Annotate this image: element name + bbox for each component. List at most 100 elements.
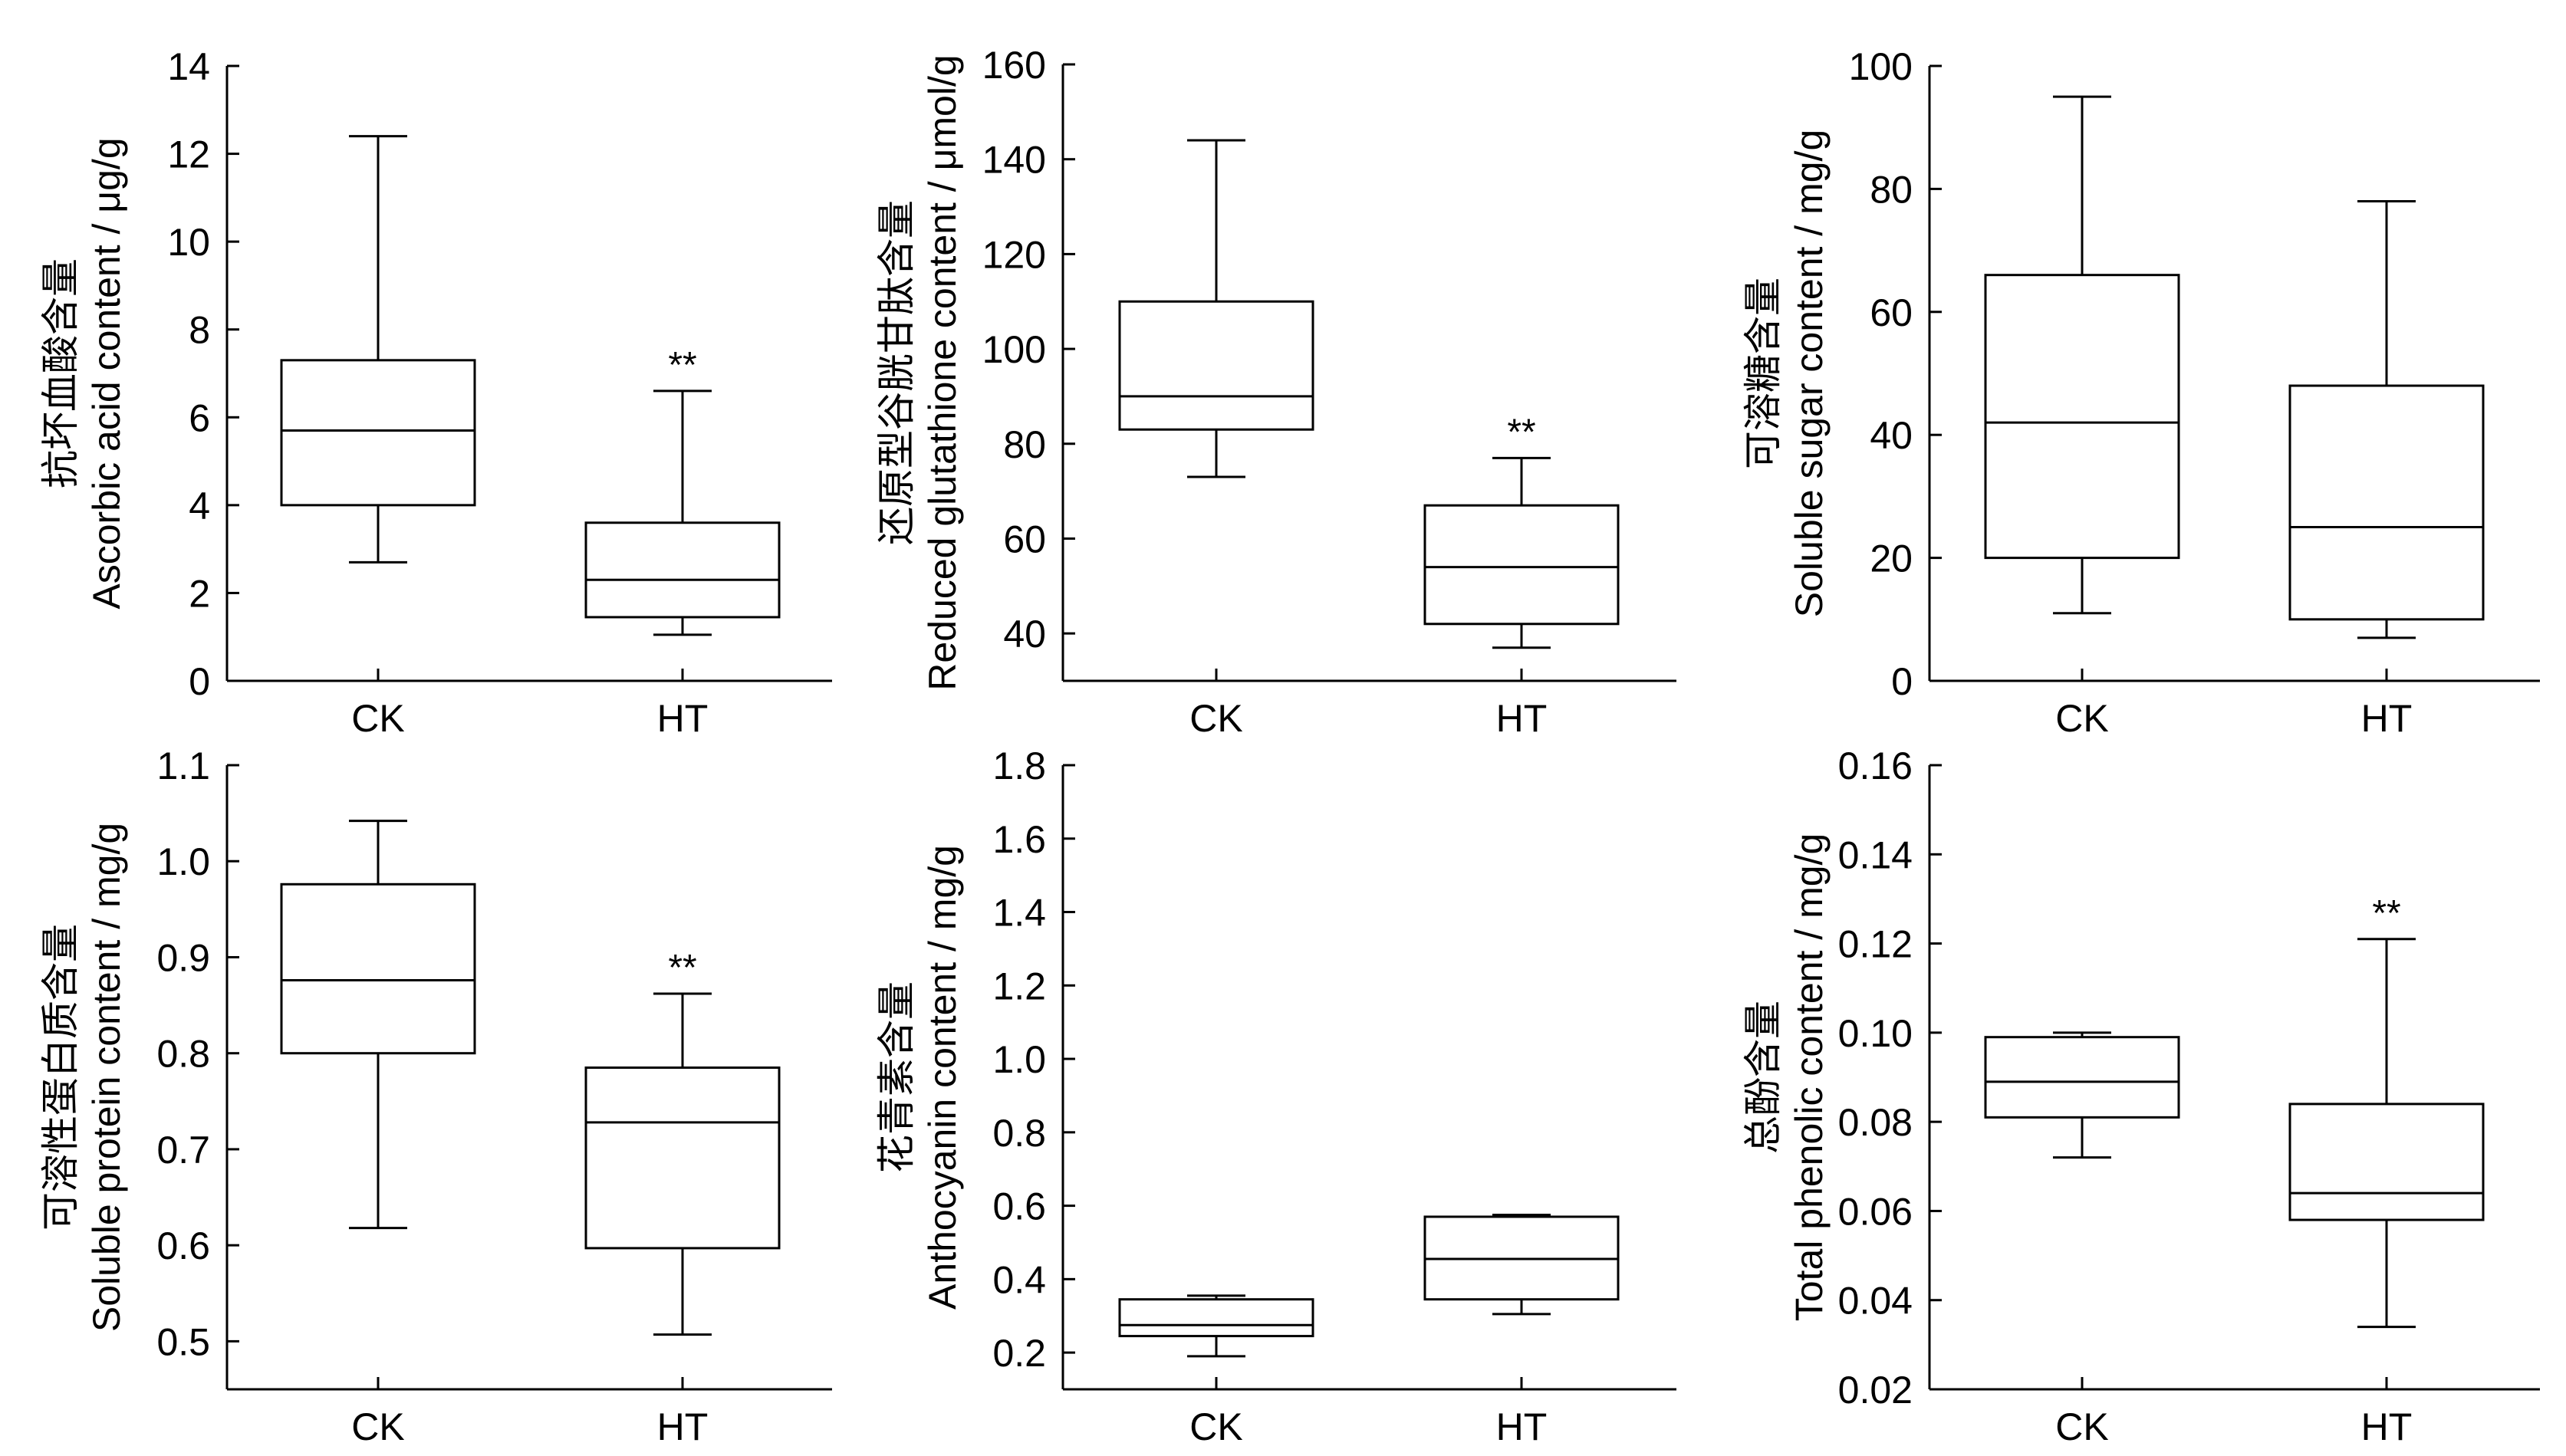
box-iqr <box>280 359 476 507</box>
chart-panel-5: 0.2 0.4 0.6 0.8 1.0 1.2 1.4 1.6 1.8 CK HT 花青素含量 Anth… <box>875 744 1676 1448</box>
y-tick-label: 0.4 <box>992 1258 1046 1301</box>
y-axis-title-en: Reduced glutathione content / μmol/g <box>921 54 964 690</box>
x-tick-label: HT <box>2361 697 2413 740</box>
significance-marker: ** <box>668 345 696 386</box>
y-axis-title-cn: 还原型谷胱甘肽含量 <box>875 200 918 545</box>
y-tick-label: 1.2 <box>992 965 1046 1007</box>
y-tick-label: 120 <box>982 233 1046 276</box>
y-tick-label: 10 <box>167 221 210 264</box>
box-ck <box>1118 139 1314 478</box>
y-axis-title-cn: 总酚含量 <box>1742 1001 1785 1154</box>
box-ht: ** <box>2288 893 2485 1329</box>
y-tick-label: 20 <box>1870 537 1913 580</box>
box-ck <box>280 135 476 564</box>
box-iqr <box>2288 384 2485 621</box>
y-tick-label: 1.6 <box>992 818 1046 861</box>
y-tick-label: 0.14 <box>1838 833 1913 876</box>
significance-marker: ** <box>668 948 696 988</box>
y-tick-label: 12 <box>167 133 210 176</box>
y-tick-label: 1.8 <box>992 744 1046 787</box>
y-tick-label: 4 <box>189 485 210 528</box>
y-tick-label: 0.6 <box>156 1224 210 1267</box>
y-tick-label: 0.06 <box>1838 1190 1913 1233</box>
y-tick-label: 0.16 <box>1838 744 1913 787</box>
y-tick-label: 60 <box>1003 518 1046 560</box>
y-tick-label: 0.8 <box>156 1033 210 1076</box>
y-axis-title-cn: 可溶糖含量 <box>1742 278 1785 469</box>
significance-marker: ** <box>1507 412 1535 452</box>
box-ht <box>2288 199 2485 639</box>
box-ht: ** <box>584 948 781 1336</box>
y-tick-label: 100 <box>1849 45 1913 88</box>
y-axis-title-en: Ascorbic acid content / μg/g <box>85 137 128 609</box>
y-tick-label: 0.5 <box>156 1320 210 1363</box>
y-tick-label: 0.2 <box>992 1332 1046 1375</box>
y-tick-label: 0.6 <box>992 1185 1046 1228</box>
box-ht: ** <box>1423 412 1620 649</box>
x-tick-label: HT <box>657 697 709 740</box>
y-tick-label: 1.4 <box>992 892 1046 935</box>
y-tick-label: 0.08 <box>1838 1101 1913 1144</box>
box-iqr <box>584 1066 781 1250</box>
x-tick-label: CK <box>2055 1405 2108 1448</box>
box-iqr <box>1118 1298 1314 1338</box>
y-tick-label: 80 <box>1870 168 1913 211</box>
y-tick-label: 1.0 <box>156 840 210 883</box>
box-iqr <box>2288 1103 2485 1221</box>
y-tick-label: 60 <box>1870 291 1913 334</box>
y-axis-title-en: Total phenolic content / mg/g <box>1788 833 1831 1322</box>
box-ck <box>1118 1294 1314 1358</box>
box-ck <box>1984 1031 2180 1159</box>
y-axis-title-en: Soluble protein content / mg/g <box>85 823 128 1332</box>
y-tick-label: 40 <box>1003 613 1046 656</box>
x-tick-label: CK <box>351 697 404 740</box>
box-iqr <box>1984 1036 2180 1119</box>
box-iqr <box>1118 300 1314 431</box>
y-axis-title-en: Anthocyanin content / mg/g <box>921 845 964 1310</box>
x-tick-label: CK <box>1189 697 1242 740</box>
box-ck <box>1984 95 2180 615</box>
chart-panel-2: 40 60 80 100 120 140 160 CK HT 还原型谷胱甘肽含量 Reduced g… <box>875 44 1676 740</box>
y-tick-label: 80 <box>1003 423 1046 466</box>
y-tick-label: 14 <box>167 45 210 88</box>
y-tick-label: 100 <box>982 328 1046 371</box>
box-ht: ** <box>584 345 781 636</box>
y-tick-label: 0 <box>1891 660 1913 703</box>
y-tick-label: 40 <box>1870 414 1913 457</box>
y-axis-title-en: Soluble sugar content / mg/g <box>1788 130 1831 618</box>
y-tick-label: 140 <box>982 139 1046 182</box>
chart-panel-3: 0 20 40 60 80 100 CK HT 可溶糖含量 Soluble sugar conte… <box>1742 45 2540 740</box>
x-tick-label: CK <box>2055 697 2108 740</box>
y-tick-label: 0.9 <box>156 936 210 979</box>
y-tick-label: 0.02 <box>1838 1369 1913 1412</box>
y-axis-title-cn: 抗坏血酸含量 <box>39 258 82 488</box>
box-iqr <box>1423 504 1620 626</box>
y-tick-label: 6 <box>189 396 210 439</box>
chart-panel-1: 0 2 4 6 8 10 12 14 CK HT 抗坏血酸含量 Ascorbic acid conte… <box>39 45 832 740</box>
y-tick-label: 1.0 <box>992 1038 1046 1081</box>
significance-marker: ** <box>2372 893 2400 934</box>
chart-panel-4: 0.5 0.6 0.7 0.8 0.9 1.0 1.1 CK HT 可溶性蛋白质含量 Soluble… <box>39 744 832 1448</box>
x-tick-label: HT <box>1496 1405 1548 1448</box>
y-tick-label: 1.1 <box>156 744 210 787</box>
y-tick-label: 0.12 <box>1838 923 1913 966</box>
y-axis-title-cn: 可溶性蛋白质含量 <box>39 924 82 1231</box>
y-tick-label: 2 <box>189 572 210 615</box>
chart-panel-6: 0.02 0.04 0.06 0.08 0.10 0.12 0.14 0.16 CK HT 总酚含量… <box>1742 744 2540 1448</box>
x-tick-label: HT <box>657 1405 709 1448</box>
x-tick-label: HT <box>1496 697 1548 740</box>
box-ht <box>1423 1214 1620 1316</box>
box-iqr <box>584 521 781 619</box>
y-tick-label: 8 <box>189 309 210 352</box>
y-tick-label: 0.7 <box>156 1129 210 1172</box>
box-ck <box>280 820 476 1230</box>
y-tick-label: 0.8 <box>992 1112 1046 1155</box>
y-axis-title-cn: 花青素含量 <box>875 981 918 1173</box>
x-tick-label: HT <box>2361 1405 2413 1448</box>
y-tick-label: 160 <box>982 44 1046 87</box>
x-tick-label: CK <box>351 1405 404 1448</box>
box-iqr <box>280 882 476 1055</box>
x-tick-label: CK <box>1189 1405 1242 1448</box>
